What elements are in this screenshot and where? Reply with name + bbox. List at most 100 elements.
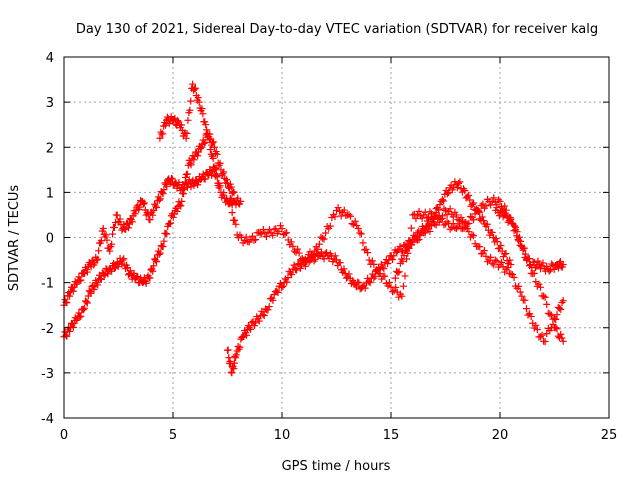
data-point [225, 354, 233, 362]
data-point [396, 242, 404, 250]
x-tick-label: 0 [60, 428, 68, 443]
data-point [167, 174, 175, 182]
data-point [389, 256, 397, 264]
data-point [242, 331, 250, 339]
data-point [269, 296, 277, 304]
data-point [394, 269, 402, 277]
data-point [496, 197, 504, 205]
data-point [512, 223, 520, 231]
data-point [375, 264, 383, 272]
data-point [131, 210, 139, 218]
data-point [413, 236, 421, 244]
data-point [216, 159, 224, 167]
data-point [391, 274, 399, 282]
data-point [229, 188, 237, 196]
data-point [77, 276, 85, 284]
data-point [152, 256, 160, 264]
data-point [497, 242, 505, 250]
data-point [553, 325, 561, 333]
data-point [395, 268, 403, 276]
data-point [399, 257, 407, 265]
data-point [176, 201, 184, 209]
data-point [186, 159, 194, 167]
data-point [493, 203, 501, 211]
data-point [457, 214, 465, 222]
y-tick-label: -4 [41, 412, 54, 427]
data-point [368, 257, 376, 265]
data-point [440, 197, 448, 205]
data-point [423, 217, 431, 225]
data-point [550, 265, 558, 273]
gridlines [64, 57, 609, 418]
data-point [522, 305, 530, 313]
data-point [415, 207, 423, 215]
data-point [541, 338, 549, 346]
data-point [437, 215, 445, 223]
data-point [524, 311, 532, 319]
data-point [273, 287, 281, 295]
data-point [432, 221, 440, 229]
series-arc-4 [224, 178, 515, 377]
data-point [352, 283, 360, 291]
data-point [432, 209, 440, 217]
data-point [152, 203, 160, 211]
data-point [170, 116, 178, 124]
data-point [532, 321, 540, 329]
data-point [398, 292, 406, 300]
data-point [194, 94, 202, 102]
data-point [331, 252, 339, 260]
data-point [278, 224, 286, 232]
data-point [309, 251, 317, 259]
data-point [359, 239, 367, 247]
data-point [366, 279, 374, 287]
data-point [541, 293, 549, 301]
data-point [69, 287, 77, 295]
data-point [522, 250, 530, 258]
data-point [384, 260, 392, 268]
data-point [507, 270, 515, 278]
data-point [168, 175, 176, 183]
data-point [259, 311, 267, 319]
data-point [445, 188, 453, 196]
data-point [498, 207, 506, 215]
data-point [187, 161, 195, 169]
data-point [114, 263, 122, 271]
data-point [520, 244, 528, 252]
data-point [384, 282, 392, 290]
data-point [196, 145, 204, 153]
data-point [124, 224, 132, 232]
data-point [152, 202, 160, 210]
data-point [155, 196, 163, 204]
data-point [104, 270, 112, 278]
data-point [318, 248, 326, 256]
data-point [201, 138, 209, 146]
data-point [150, 262, 158, 270]
data-point [350, 220, 358, 228]
data-point [539, 259, 547, 267]
data-point [465, 191, 473, 199]
data-point [536, 333, 544, 341]
data-point [555, 304, 563, 312]
x-tick-label: 5 [169, 428, 177, 443]
data-point [258, 230, 266, 238]
data-point [110, 224, 118, 232]
x-tick-label: 15 [383, 428, 400, 443]
x-tick-labels: 0 5 10 15 20 25 [60, 428, 617, 443]
data-point [195, 98, 203, 106]
data-point [545, 267, 553, 275]
data-point [136, 203, 144, 211]
y-tick-label: -2 [41, 322, 54, 337]
data-point [504, 264, 512, 272]
data-point [466, 213, 474, 221]
data-point [96, 275, 104, 283]
data-points [60, 80, 567, 377]
data-point [507, 214, 515, 222]
data-point [241, 237, 249, 245]
data-point [510, 273, 518, 281]
data-point [283, 229, 291, 237]
data-point [484, 258, 492, 266]
data-point [559, 297, 567, 305]
data-point [232, 351, 240, 359]
data-point [421, 229, 429, 237]
x-axis-label: GPS time / hours [282, 459, 391, 474]
